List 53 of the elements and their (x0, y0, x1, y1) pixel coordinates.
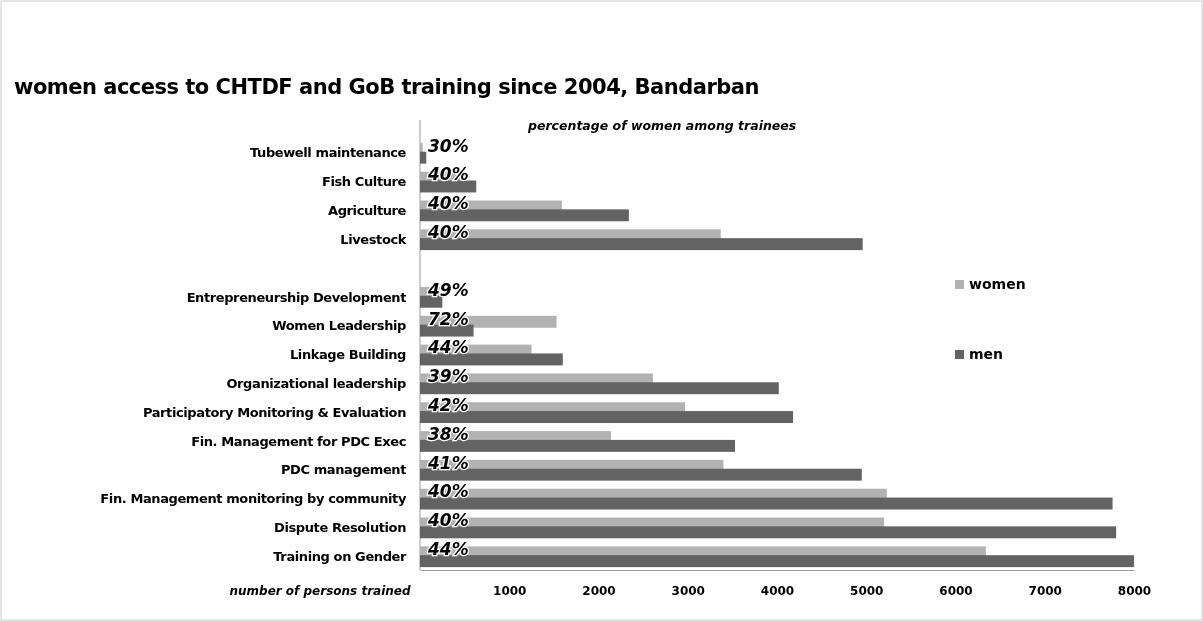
x-tick-label: 8000 (1117, 583, 1152, 598)
chart-title: women access to CHTDF and GoB training since 2004, Bandarban (14, 75, 759, 99)
annotation: 72% (428, 308, 469, 329)
y-tick-label: Agriculture (328, 203, 407, 219)
x-tick-label: 5000 (850, 583, 884, 598)
y-tick-label: Livestock (340, 231, 407, 247)
y-tick-label: Organizational leadership (226, 375, 407, 391)
y-tick-label: Linkage Building (289, 347, 407, 363)
x-tick-label: 6000 (939, 583, 973, 598)
bar (420, 382, 779, 395)
y-tick-label: Dispute Resolution (274, 520, 407, 536)
legend-label: men (969, 346, 1004, 362)
annotation: percentage of women among trainees (527, 118, 797, 133)
y-tick-label: Women Leadership (272, 318, 407, 334)
y-tick-label: PDC management (280, 462, 407, 478)
x-tick-label: 1000 (493, 583, 527, 598)
y-tick-label: Tubewell maintenance (250, 145, 407, 161)
x-tick-label: 7000 (1028, 583, 1062, 598)
y-tick-label: Training on Gender (273, 548, 407, 564)
x-tick-label: 3000 (671, 583, 705, 598)
bar (420, 439, 736, 452)
annotation: 44% (427, 539, 469, 560)
x-tick-label: 2000 (582, 583, 616, 598)
bar (420, 209, 629, 222)
annotation: 40% (427, 510, 469, 531)
legend-label: women (969, 276, 1026, 292)
annotation: 40% (427, 222, 469, 243)
bar (420, 295, 443, 308)
annotation: 38% (428, 423, 469, 444)
y-tick-label: Fin. Management monitoring by community (100, 491, 407, 507)
annotation: 44% (427, 337, 469, 358)
x-tick-label: 4000 (760, 583, 795, 598)
annotation: 42% (427, 394, 469, 415)
bar (420, 468, 862, 481)
annotation: 49% (427, 279, 469, 300)
bar (420, 526, 1117, 539)
annotation: 39% (428, 366, 469, 387)
annotation: 40% (427, 193, 469, 214)
x-axis-title: number of persons trained (229, 584, 411, 598)
bar (420, 353, 563, 366)
bar (420, 238, 863, 251)
annotation: 30% (428, 135, 469, 156)
bar (420, 411, 794, 424)
bar (420, 497, 1113, 510)
y-tick-label: Fin. Management for PDC Exec (191, 433, 406, 449)
bar (420, 151, 427, 164)
y-tick-label: Participatory Monitoring & Evaluation (142, 404, 407, 420)
bar (420, 324, 474, 337)
annotation: 40% (427, 164, 469, 185)
y-tick-label: Fish Culture (321, 174, 407, 190)
annotation: 40% (427, 481, 469, 502)
y-tick-label: Entrepreneurship Development (186, 289, 407, 305)
annotation: 41% (427, 452, 469, 473)
